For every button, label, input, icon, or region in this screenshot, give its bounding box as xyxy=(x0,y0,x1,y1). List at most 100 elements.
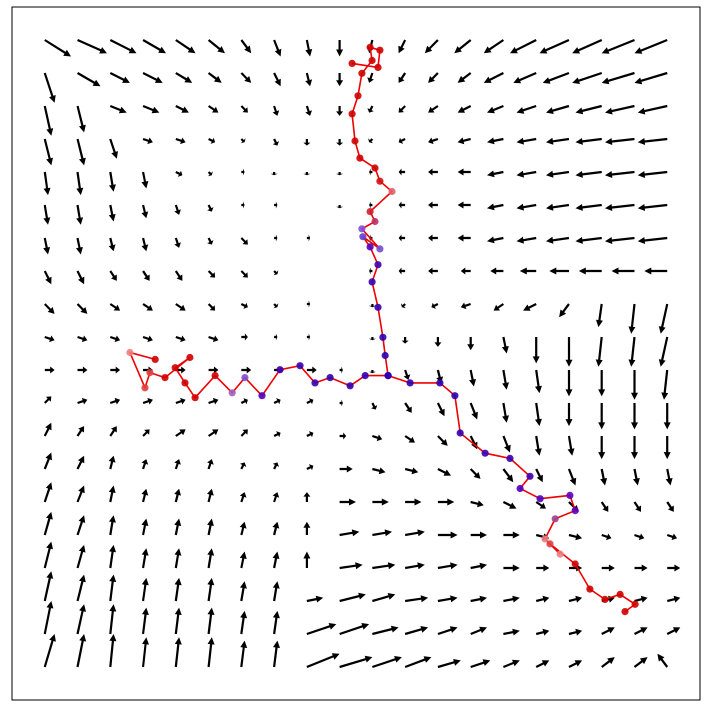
arrow xyxy=(207,488,214,503)
arrow xyxy=(457,201,471,209)
arrow xyxy=(519,267,537,275)
trajectory-point xyxy=(358,225,366,233)
arrow xyxy=(109,515,116,536)
arrow xyxy=(595,336,603,367)
arrow xyxy=(596,303,603,328)
arrow xyxy=(207,237,214,245)
arrow xyxy=(559,303,570,318)
arrow xyxy=(601,533,612,541)
arrow xyxy=(578,267,602,275)
trajectory-point xyxy=(556,550,564,558)
arrow xyxy=(404,402,412,413)
arrow xyxy=(598,403,606,430)
arrow xyxy=(208,397,219,405)
arrow xyxy=(272,462,279,470)
trajectory-point xyxy=(326,374,334,382)
arrow xyxy=(109,39,137,54)
arrow xyxy=(207,39,225,54)
arrow xyxy=(336,205,344,209)
arrow xyxy=(428,105,439,113)
arrow xyxy=(434,337,442,347)
trajectory-point xyxy=(376,177,384,185)
arrow xyxy=(175,39,196,54)
arrow xyxy=(536,564,550,572)
trajectory-point xyxy=(161,374,169,382)
arrow xyxy=(368,370,376,374)
arrow xyxy=(175,335,186,343)
arrow xyxy=(634,627,648,635)
arrow xyxy=(77,397,88,405)
arrow xyxy=(76,105,86,133)
arrow xyxy=(207,607,215,635)
arrow xyxy=(437,595,458,603)
arrow xyxy=(208,366,219,374)
arrow xyxy=(567,468,577,486)
trajectory-point xyxy=(388,187,396,196)
trajectory-point xyxy=(171,364,179,372)
arrow xyxy=(501,336,509,354)
arrow xyxy=(273,72,281,87)
trajectory-point xyxy=(376,245,384,253)
arrow xyxy=(405,562,425,570)
arrow xyxy=(303,492,311,502)
trajectory-point xyxy=(516,484,524,493)
arrow xyxy=(273,398,281,405)
arrow xyxy=(663,436,671,460)
arrow xyxy=(637,236,668,244)
arrow xyxy=(207,270,216,278)
arrow xyxy=(637,104,668,115)
arrow xyxy=(43,270,52,285)
arrow xyxy=(503,564,520,572)
arrow xyxy=(77,39,107,54)
arrow xyxy=(470,626,487,635)
arrow xyxy=(207,204,214,212)
arrow xyxy=(239,492,247,503)
arrow xyxy=(601,627,615,635)
plot-frame xyxy=(11,6,701,701)
arrow xyxy=(661,369,669,400)
arrow xyxy=(142,39,166,54)
arrow xyxy=(272,105,280,116)
arrow xyxy=(108,485,116,503)
arrow xyxy=(600,501,609,512)
arrow xyxy=(239,521,247,536)
arrow xyxy=(535,501,546,509)
arrow xyxy=(109,544,116,569)
arrow xyxy=(336,73,344,87)
trajectory-point xyxy=(621,608,629,616)
arrow xyxy=(634,595,648,603)
arrow xyxy=(398,267,406,275)
arrow xyxy=(142,397,153,405)
arrow xyxy=(516,203,537,211)
trajectory-point xyxy=(456,429,464,437)
arrow xyxy=(207,518,214,536)
arrow xyxy=(535,369,542,394)
arrow xyxy=(483,39,504,54)
arrow xyxy=(502,468,514,483)
arrow xyxy=(241,366,252,374)
arrow xyxy=(339,366,343,374)
arrow xyxy=(428,72,439,83)
arrow xyxy=(658,336,669,367)
trajectory-point xyxy=(241,374,249,382)
arrow xyxy=(637,170,668,178)
arrow xyxy=(457,105,472,113)
arrow xyxy=(367,72,374,83)
trajectory-point xyxy=(366,43,374,51)
arrow xyxy=(503,595,520,603)
arrow xyxy=(546,137,570,145)
arrow xyxy=(109,138,118,159)
trajectory-point xyxy=(374,63,382,71)
arrow xyxy=(405,529,425,537)
arrow xyxy=(240,105,248,113)
arrow xyxy=(108,204,116,222)
arrow xyxy=(109,397,121,405)
arrow xyxy=(109,426,117,437)
arrow xyxy=(306,431,314,438)
arrow xyxy=(305,72,313,87)
arrow xyxy=(339,592,366,603)
arrow xyxy=(367,105,374,113)
arrow xyxy=(398,39,407,54)
arrow xyxy=(487,170,504,178)
trajectory-point xyxy=(358,69,366,77)
